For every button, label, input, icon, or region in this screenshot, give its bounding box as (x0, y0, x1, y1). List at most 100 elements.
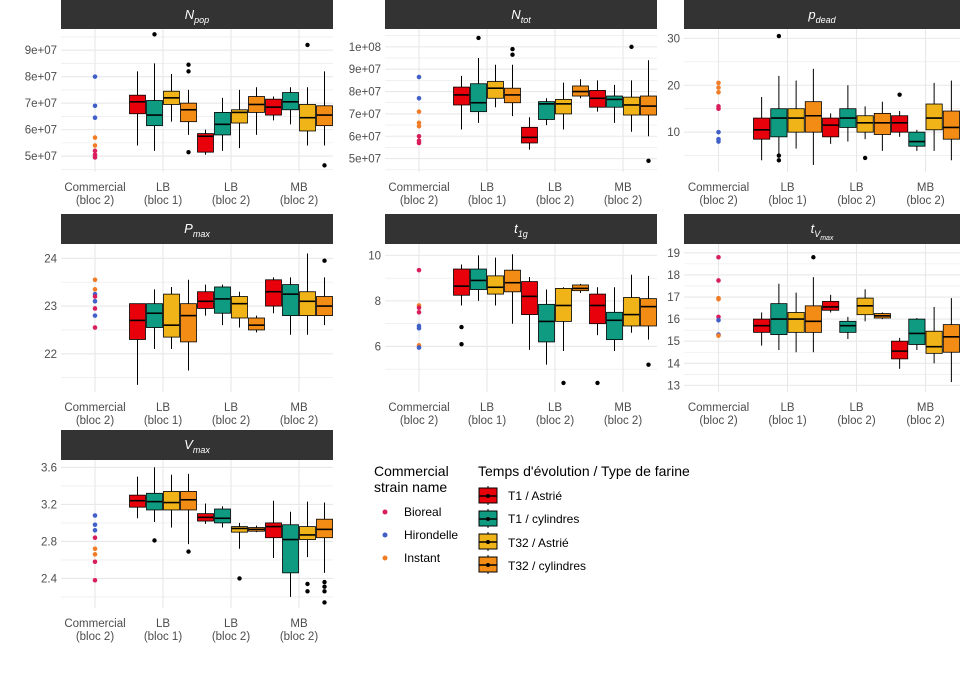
x-tick-label: LB (156, 618, 170, 630)
box (265, 522, 282, 539)
boxplot (606, 84, 623, 123)
outlier-point (152, 538, 157, 543)
outlier-point (322, 163, 327, 168)
box (282, 524, 299, 574)
boxplot (925, 306, 943, 364)
x-tick-label: LB (849, 182, 863, 194)
outlier-point (561, 380, 566, 386)
x-tick-label: (bloc 2) (699, 195, 738, 207)
x-tick-label: Commercial (688, 182, 749, 194)
y-tick-label: 6e+07 (349, 131, 381, 143)
boxplot (231, 522, 248, 581)
commercial-legend-title-line2: strain name (374, 479, 447, 495)
legend-key-t1-cylindres (478, 509, 498, 528)
y-tick-label: 22 (44, 349, 57, 361)
boxplot (129, 476, 146, 519)
legend-key-t1-astrie (478, 486, 498, 505)
x-tick-label: (bloc 2) (906, 415, 945, 427)
commercial-point (416, 305, 422, 311)
x-tick-label: (bloc 2) (76, 415, 115, 427)
box (487, 81, 504, 99)
box (606, 95, 623, 108)
x-tick-label: (bloc 2) (604, 195, 643, 207)
x-tick-label: (bloc 2) (837, 195, 876, 207)
boxplot (214, 97, 231, 151)
boxplot (470, 35, 487, 123)
commercial-point (92, 535, 98, 540)
commercial-point (716, 80, 721, 86)
boxplot (146, 289, 163, 350)
x-tick-label: LB (224, 182, 238, 194)
outlier-point (322, 589, 327, 594)
box (214, 508, 231, 524)
boxplot (640, 275, 657, 367)
y-tick-label: 2.8 (41, 536, 57, 548)
boxplot (925, 82, 943, 151)
y-tick-label: 8e+07 (25, 72, 57, 84)
boxplot (146, 467, 163, 543)
commercial-point (716, 129, 721, 135)
box (197, 291, 214, 309)
commercial-point (92, 287, 98, 292)
commercial-point (716, 296, 721, 302)
facet-strip (61, 0, 333, 29)
boxplot (282, 87, 299, 125)
x-tick-label: MB (614, 402, 632, 414)
outlier-point (776, 33, 782, 39)
y-tick-label: 24 (44, 253, 57, 265)
x-tick-label: (bloc 2) (837, 415, 876, 427)
outlier-point (862, 155, 868, 161)
outlier-point (510, 46, 515, 52)
outlier-point (459, 341, 464, 347)
box (470, 268, 487, 290)
boxplot (555, 82, 572, 130)
commercial-point (416, 120, 422, 126)
boxplot (891, 92, 909, 137)
outlier-point (476, 35, 481, 41)
x-tick-label: LB (480, 402, 494, 414)
box (942, 110, 960, 140)
box (925, 330, 943, 354)
y-tick-label: 8e+07 (349, 87, 381, 99)
x-tick-label: LB (156, 182, 170, 194)
facet-strip (684, 214, 960, 244)
commercial-point (416, 267, 422, 273)
legend-key-t32-cylindres (478, 555, 498, 574)
legend-key-bioreal (382, 509, 388, 515)
x-tick-label: (bloc 2) (280, 415, 319, 427)
boxplot (908, 318, 926, 351)
y-tick-label: 5e+07 (349, 154, 381, 166)
y-tick-label: 1e+08 (349, 42, 381, 54)
y-tick-label: 14 (667, 358, 680, 370)
boxplot (282, 511, 299, 597)
facet-title: tVmax (811, 221, 834, 242)
box (822, 301, 840, 311)
y-tick-label: 17 (667, 292, 680, 304)
facet-panels: Npop5e+076e+077e+078e+079e+07Commercial(… (25, 0, 960, 643)
x-tick-label: (bloc 2) (536, 415, 575, 427)
commercial-point (92, 559, 98, 565)
x-tick-label: (bloc 2) (212, 631, 251, 643)
boxplot (453, 264, 470, 347)
x-tick-label: Commercial (64, 402, 125, 414)
outlier-point (897, 92, 902, 97)
boxplot (504, 254, 521, 324)
boxplot (265, 277, 282, 314)
boxplot (282, 277, 299, 335)
box (538, 303, 555, 343)
outlier-point (595, 380, 600, 386)
boxplot (908, 129, 926, 151)
boxplot (822, 294, 840, 313)
box (231, 296, 248, 319)
commercial-point (416, 140, 422, 146)
commercial-point (92, 325, 98, 330)
outlier-point (811, 255, 816, 260)
box (589, 293, 606, 325)
commercial-point (416, 95, 422, 101)
legend-label-t1-astrie: T1 / Astrié (508, 489, 562, 503)
legend: Commercial strain name Bioreal Hirondell… (374, 463, 690, 574)
y-tick-label: 16 (667, 314, 680, 326)
commercial-point (92, 552, 98, 557)
boxplot (822, 113, 840, 144)
